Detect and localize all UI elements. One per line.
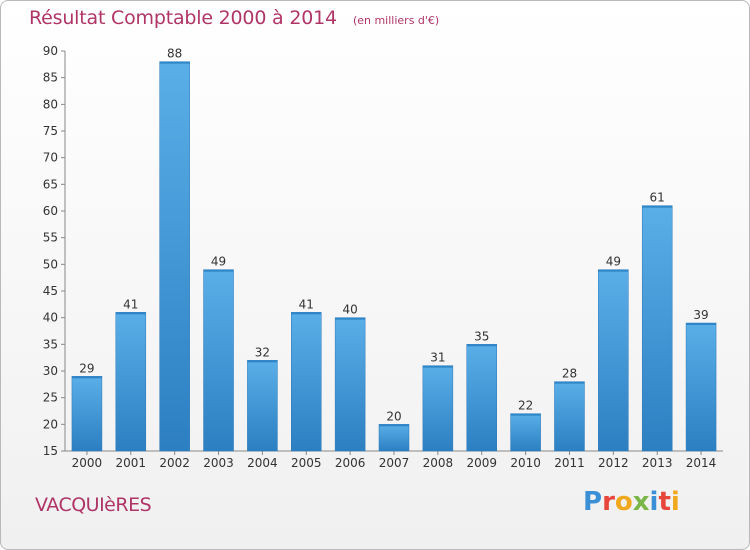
bars — [71, 61, 717, 452]
bar-top-edge — [554, 381, 585, 384]
x-tick-label: 2010 — [510, 456, 541, 470]
y-tick-label: 90 — [43, 44, 58, 58]
bar-top-edge — [510, 413, 541, 416]
x-tick-label: 2005 — [291, 456, 322, 470]
x-tick-label: 2007 — [379, 456, 410, 470]
x-tick-label: 2002 — [159, 456, 190, 470]
value-label: 49 — [606, 255, 621, 269]
value-label: 32 — [255, 345, 270, 359]
x-tick-label: 2009 — [466, 456, 497, 470]
bar-top-edge — [686, 323, 717, 325]
y-tick-label: 55 — [43, 231, 58, 245]
chart-title: Résultat Comptable 2000 à 2014 (en milli… — [29, 7, 439, 29]
y-tick-label: 35 — [43, 337, 58, 351]
bar — [115, 312, 147, 452]
logo-letter: x — [632, 487, 650, 517]
bar — [422, 365, 454, 452]
value-label: 40 — [342, 303, 357, 317]
bar-top-edge — [379, 424, 409, 427]
value-label: 39 — [693, 308, 708, 322]
x-tick-label: 2000 — [72, 456, 103, 470]
logo-letter: i — [649, 487, 659, 517]
title-unit: (en milliers d'€) — [352, 14, 440, 27]
x-tick-label: 2014 — [686, 456, 717, 470]
value-label: 29 — [79, 361, 94, 375]
logo-letter: r — [602, 487, 615, 517]
bar — [598, 269, 629, 452]
y-tick-label: 45 — [43, 284, 58, 298]
y-tick-label: 30 — [43, 364, 58, 378]
value-label: 28 — [562, 367, 577, 381]
y-tick-label: 85 — [43, 71, 58, 85]
value-label: 35 — [474, 329, 489, 343]
x-tick-label: 2011 — [554, 456, 585, 470]
bar — [203, 269, 234, 452]
y-tick-label: 75 — [43, 124, 58, 138]
bar-top-edge — [115, 312, 146, 315]
bar — [466, 344, 497, 452]
y-tick-label: 50 — [43, 257, 58, 271]
logo-letter: i — [670, 487, 680, 517]
bar — [685, 322, 717, 452]
y-tick-label: 40 — [43, 311, 58, 325]
bar — [291, 312, 322, 452]
value-label: 41 — [123, 297, 138, 311]
logo-letter: P — [583, 487, 603, 517]
title-main: Résultat Comptable 2000 à 2014 — [29, 7, 337, 29]
bar-top-edge — [642, 205, 673, 208]
value-label: 49 — [211, 255, 226, 269]
place-name: VACQUIèRES — [35, 494, 152, 516]
value-label: 88 — [167, 47, 182, 61]
bar-top-edge — [598, 269, 629, 272]
y-tick-label: 70 — [43, 151, 58, 165]
y-tick-label: 65 — [43, 177, 58, 191]
x-tick-label: 2004 — [247, 456, 278, 470]
bar-top-edge — [291, 312, 322, 315]
bar — [510, 413, 541, 452]
x-tick-label: 2001 — [116, 456, 147, 470]
logo-letter: t — [658, 487, 671, 517]
bar — [554, 381, 585, 452]
x-tick-label: 2013 — [642, 456, 673, 470]
bar-top-edge — [466, 344, 497, 347]
x-tick-label: 2008 — [423, 456, 454, 470]
y-tick-label: 60 — [43, 204, 58, 218]
bar-top-edge — [335, 317, 366, 320]
bar-top-edge — [159, 61, 190, 64]
value-label: 61 — [650, 191, 665, 205]
bar-top-edge — [71, 376, 102, 379]
y-tick-label: 25 — [43, 391, 58, 405]
value-label: 41 — [299, 297, 314, 311]
x-tick-label: 2012 — [598, 456, 629, 470]
bar-top-edge — [422, 365, 453, 368]
value-label: 22 — [518, 399, 533, 413]
value-labels: 29 41 88 49 32 41 40 20 31 35 22 28 49 61 39 — [79, 47, 708, 424]
value-label: 20 — [386, 409, 401, 423]
bar — [334, 317, 366, 452]
y-tick-label: 15 — [43, 444, 58, 458]
bar-top-edge — [203, 269, 234, 272]
x-tick-label: 2006 — [335, 456, 366, 470]
y-tick-label: 20 — [43, 417, 58, 431]
bar — [247, 360, 278, 452]
bar — [159, 61, 190, 452]
value-label: 31 — [430, 351, 445, 365]
bar — [71, 376, 103, 452]
bar — [641, 205, 673, 452]
x-tick-label: 2003 — [203, 456, 234, 470]
logo-letter: o — [614, 487, 633, 517]
bar-top-edge — [247, 360, 278, 363]
bar — [378, 424, 410, 452]
proxiti-logo: Proxiti — [583, 487, 680, 517]
y-tick-label: 80 — [43, 97, 58, 111]
